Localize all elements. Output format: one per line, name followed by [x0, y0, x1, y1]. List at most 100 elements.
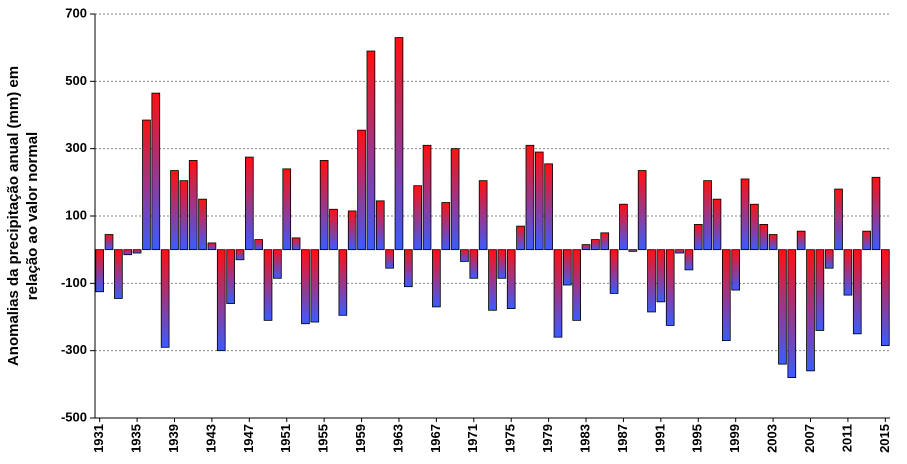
- bar: [871, 176, 881, 251]
- bar: [366, 50, 376, 251]
- bar: [525, 144, 535, 251]
- bar: [852, 249, 862, 335]
- bar: [796, 230, 806, 251]
- bar: [422, 144, 432, 251]
- bar: [712, 198, 722, 251]
- bar: [516, 225, 525, 251]
- bar: [310, 249, 320, 323]
- bar: [441, 202, 451, 251]
- bar: [787, 249, 797, 379]
- x-tick-label: 1987: [615, 424, 630, 453]
- bar: [226, 249, 235, 304]
- bar: [721, 249, 731, 341]
- x-tick-label: 1951: [278, 424, 293, 453]
- bar: [506, 249, 516, 309]
- bar: [581, 244, 591, 251]
- bar: [347, 210, 357, 251]
- x-tick-label: 1979: [540, 424, 555, 453]
- y-axis-label: Anomalias da precipitação anual (mm) em: [5, 66, 22, 366]
- bar: [778, 249, 787, 365]
- bar: [759, 224, 769, 251]
- bar: [282, 168, 292, 251]
- bar: [123, 249, 133, 256]
- bar: [179, 180, 189, 251]
- x-tick-label: 1999: [727, 424, 742, 453]
- bar: [188, 160, 198, 251]
- x-tick-label: 1995: [690, 424, 705, 453]
- x-tick-label: 1943: [203, 424, 218, 453]
- bar: [478, 180, 488, 251]
- x-tick-label: 1935: [129, 424, 144, 453]
- x-tick-label: 2011: [839, 424, 854, 452]
- bar: [142, 119, 151, 251]
- bar: [357, 129, 366, 251]
- bar: [562, 249, 572, 286]
- bar: [497, 249, 507, 279]
- x-tick-label: 1963: [390, 424, 405, 453]
- bar: [684, 249, 694, 271]
- x-tick-label: 1991: [652, 424, 667, 453]
- x-tick-label: 2015: [877, 424, 892, 453]
- bar: [553, 249, 563, 338]
- y-tick-label: -500: [61, 409, 87, 424]
- bar: [198, 198, 207, 251]
- bar: [693, 224, 703, 251]
- bar: [619, 203, 628, 251]
- bar: [104, 234, 114, 251]
- bar: [319, 160, 329, 251]
- x-tick-label: 1971: [465, 424, 480, 453]
- y-tick-label: 500: [65, 73, 87, 88]
- bar: [403, 249, 413, 288]
- bar: [591, 239, 600, 251]
- y-tick-label: 700: [65, 5, 87, 20]
- bar: [450, 148, 460, 251]
- bar: [95, 249, 105, 293]
- bar: [301, 249, 310, 325]
- bar: [254, 239, 264, 251]
- x-tick-label: 1983: [577, 424, 592, 453]
- bar: [703, 180, 712, 251]
- y-axis-label: relação ao valor normal: [24, 132, 41, 300]
- bar: [834, 188, 843, 251]
- x-tick-label: 1955: [316, 424, 331, 453]
- bar: [862, 230, 871, 251]
- bar: [731, 249, 741, 291]
- y-tick-label: 300: [65, 140, 87, 155]
- bar: [600, 232, 610, 251]
- bar: [263, 249, 273, 321]
- bar: [432, 249, 441, 308]
- bar: [385, 249, 394, 269]
- bar: [235, 249, 245, 261]
- bar: [273, 249, 282, 279]
- bar: [609, 249, 619, 294]
- bar: [656, 249, 666, 303]
- bar: [534, 151, 544, 251]
- bar: [413, 185, 423, 251]
- bar: [329, 208, 338, 251]
- bar: [207, 242, 217, 251]
- bar: [768, 234, 778, 251]
- x-tick-label: 1931: [91, 424, 106, 453]
- y-tick-label: 100: [65, 207, 87, 222]
- bar: [740, 178, 750, 251]
- bar: [843, 249, 853, 296]
- bar: [469, 249, 479, 279]
- y-tick-label: -100: [61, 275, 87, 290]
- bar: [815, 249, 825, 331]
- y-tick-label: -300: [61, 342, 87, 357]
- bar: [114, 249, 123, 299]
- bar: [170, 170, 179, 251]
- bar: [572, 249, 582, 321]
- bar: [675, 249, 684, 254]
- bar: [880, 249, 890, 347]
- bar: [216, 249, 226, 352]
- bar: [750, 203, 759, 251]
- x-tick-label: 1947: [241, 424, 256, 453]
- bar: [160, 249, 170, 348]
- bar: [544, 163, 553, 251]
- x-tick-label: 1959: [353, 424, 368, 453]
- bar: [628, 249, 638, 252]
- bar: [132, 249, 142, 254]
- bar: [394, 37, 404, 251]
